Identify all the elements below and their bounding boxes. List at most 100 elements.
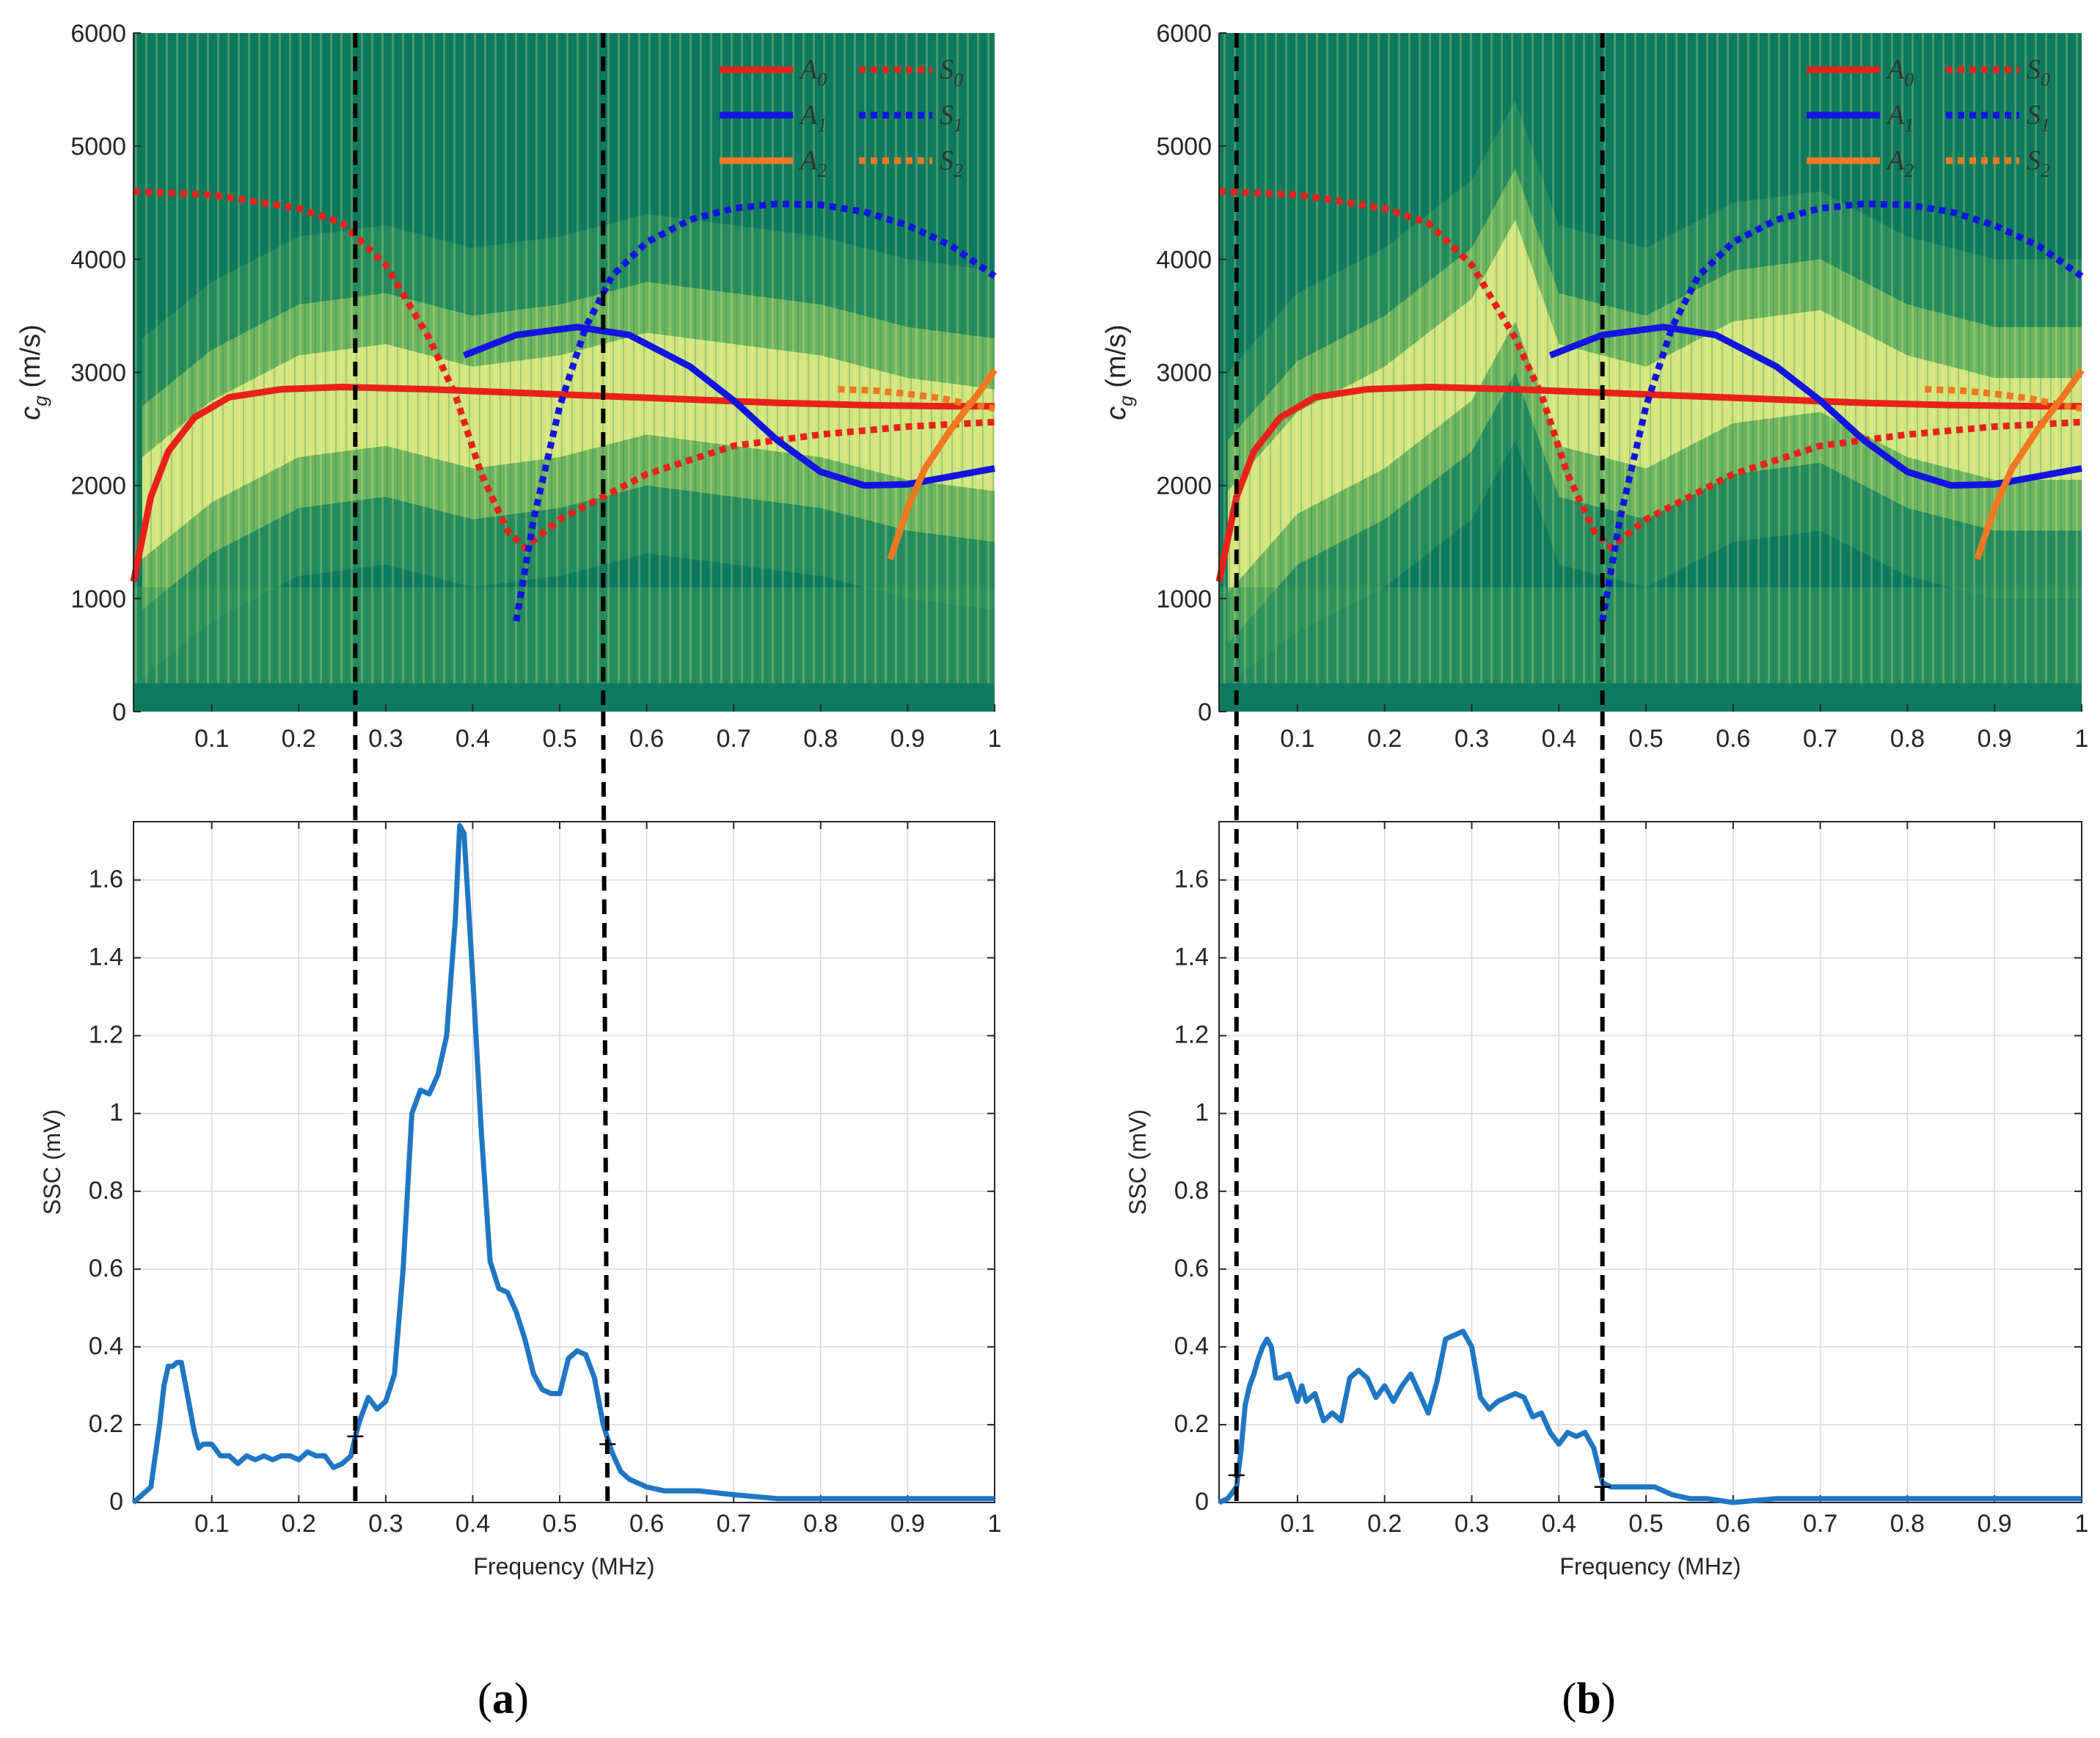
x-tick-label: 0.4: [1542, 1510, 1576, 1538]
y-tick-label: 1.6: [89, 866, 123, 894]
mode-curve-S2: [1925, 386, 2082, 412]
y-tick-label: 1: [109, 1099, 123, 1127]
axes-box: [133, 821, 995, 1503]
x-tick-label: 0.4: [1542, 725, 1576, 753]
mode-curve-A2: [887, 368, 998, 561]
plot-area: [133, 822, 995, 1503]
panel-label-b-close: ): [1601, 1674, 1616, 1723]
x-tick-label: 0.5: [542, 1510, 577, 1538]
y-tick-label: 6000: [1156, 20, 1212, 48]
y-tick-label: 1.4: [1174, 943, 1209, 971]
y-tick-label: 3000: [70, 359, 126, 387]
mode-curve-A0: [130, 383, 995, 583]
mode-curve-S0: [133, 188, 995, 552]
x-tick-label: 0.8: [1890, 1510, 1925, 1538]
panel-label-a: (a): [478, 1674, 529, 1723]
y-tick-label: 0.4: [1174, 1332, 1209, 1360]
y-tick-label: 0.6: [1174, 1255, 1209, 1282]
heatmap-bottom-strip: [133, 683, 995, 712]
mode-curve-S1: [513, 200, 997, 622]
y-tick-label: 0.2: [1174, 1410, 1209, 1438]
mode-curve-S2: [838, 386, 995, 412]
x-tick-label: 0.6: [1716, 1510, 1750, 1538]
y-tick-label: 0.4: [89, 1332, 123, 1360]
heatmap-streaks: [1219, 33, 2082, 684]
y-tick-label: 6000: [70, 20, 126, 48]
x-tick-label: 0.7: [717, 725, 751, 753]
legend-label-S2: S2: [2027, 145, 2050, 181]
y-tick-label: 0.2: [89, 1410, 123, 1438]
mode-curve-A0: [1215, 383, 2082, 583]
x-tick-label: 0.4: [456, 725, 490, 753]
y-tick-label: 0: [112, 698, 126, 726]
x-tick-label: 0.9: [890, 725, 925, 753]
x-tick-label: 0.6: [629, 1510, 664, 1538]
x-tick-label: 0.3: [1455, 725, 1489, 753]
ssc-curve: [1218, 1329, 2082, 1505]
panel-b-ssc-plot: 0 0.2 0.4 0.6 0.8 1 1.2 1.4 1.6 0.1 0.2 0.3 0.4 0.5 0.…: [1124, 821, 2088, 1580]
y-tick-label: 1.4: [89, 943, 123, 971]
mode-curve-A1: [1548, 324, 2082, 489]
legend-label-A2: A2: [1885, 145, 1914, 181]
x-tick-label: 0.1: [1280, 1510, 1314, 1538]
y-tick-label: 4000: [70, 246, 126, 274]
x-tick-label: 1: [2075, 725, 2089, 753]
heatmap-bottom-strip: [1219, 683, 2082, 712]
x-tick-label: 0.1: [194, 1510, 229, 1538]
legend-label-S0: S0: [2027, 54, 2050, 90]
legend-label-S0: S0: [940, 54, 963, 90]
legend-label-S2: S2: [940, 145, 963, 181]
x-tick-label: 0.6: [629, 725, 664, 753]
x-tick-label: 0.2: [1367, 1510, 1402, 1538]
x-tick-label: 0.9: [1978, 1510, 2012, 1538]
x-tick-label: 0.1: [1280, 725, 1314, 753]
y-tick-label: 0: [109, 1488, 123, 1516]
y-tick-label: 5000: [70, 133, 126, 161]
x-tick-label: 0.7: [1803, 725, 1837, 753]
y-tick-label: 2000: [1156, 472, 1212, 500]
x-tick-label: 0.5: [542, 725, 577, 753]
y-tick-label: 0.8: [89, 1177, 123, 1205]
x-tick-label: 0.7: [717, 1510, 751, 1538]
legend-label-A1: A1: [798, 100, 827, 136]
panel-label-b-letter: b: [1576, 1674, 1600, 1723]
legend: A0 S0 A1 S1 A2 S2: [1807, 54, 2050, 181]
y-tick-label: 5000: [1156, 133, 1212, 161]
x-axis-label: Frequency (MHz): [1559, 1553, 1741, 1580]
x-tick-label: 0.6: [1716, 725, 1750, 753]
panel-b-dispersion-plot: A0 S0 A1 S1 A2 S2 0 1000 2000 3000 4000 5000 6000 0.1…: [1101, 20, 2088, 753]
ssc-curve: [131, 822, 995, 1505]
y-tick-label: 3000: [1156, 359, 1212, 387]
mode-curve-A2: [1974, 368, 2085, 561]
y-tick-label: 1000: [70, 585, 126, 613]
mode-curve-S1: [1599, 200, 2084, 622]
panel-label-a-close: ): [514, 1674, 529, 1723]
x-tick-label: 0.2: [1367, 725, 1402, 753]
legend-label-A1: A1: [1885, 100, 1914, 136]
x-tick-label: 1: [988, 725, 1002, 753]
legend: A0 S0 A1 S1 A2 S2: [720, 54, 963, 181]
y-tick-label: 1: [1195, 1099, 1209, 1127]
x-axis-label: Frequency (MHz): [473, 1553, 654, 1580]
legend-label-A0: A0: [798, 54, 827, 90]
x-tick-label: 0.9: [1978, 725, 2012, 753]
axes-box: [1218, 821, 2082, 1503]
x-tick-label: 0.8: [803, 1510, 838, 1538]
y-tick-label: 1000: [1156, 585, 1212, 613]
y-tick-label: 0: [1198, 698, 1212, 726]
plot-area: [1219, 822, 2082, 1503]
y-tick-label: 4000: [1156, 246, 1212, 274]
legend-label-S1: S1: [940, 100, 963, 136]
y-tick-label: 1.2: [89, 1021, 123, 1049]
x-tick-label: 0.2: [282, 725, 316, 753]
x-tick-label: 0.4: [456, 1510, 490, 1538]
legend-label-S1: S1: [2027, 100, 2050, 136]
y-tick-label: 1.2: [1174, 1021, 1209, 1049]
heatmap-streaks: [133, 33, 995, 684]
panel-label-b: (b): [1562, 1674, 1615, 1723]
x-tick-label: 1: [988, 1510, 1002, 1538]
x-tick-label: 0.3: [1455, 1510, 1489, 1538]
x-tick-label: 0.9: [890, 1510, 925, 1538]
x-tick-label: 0.8: [1890, 725, 1925, 753]
